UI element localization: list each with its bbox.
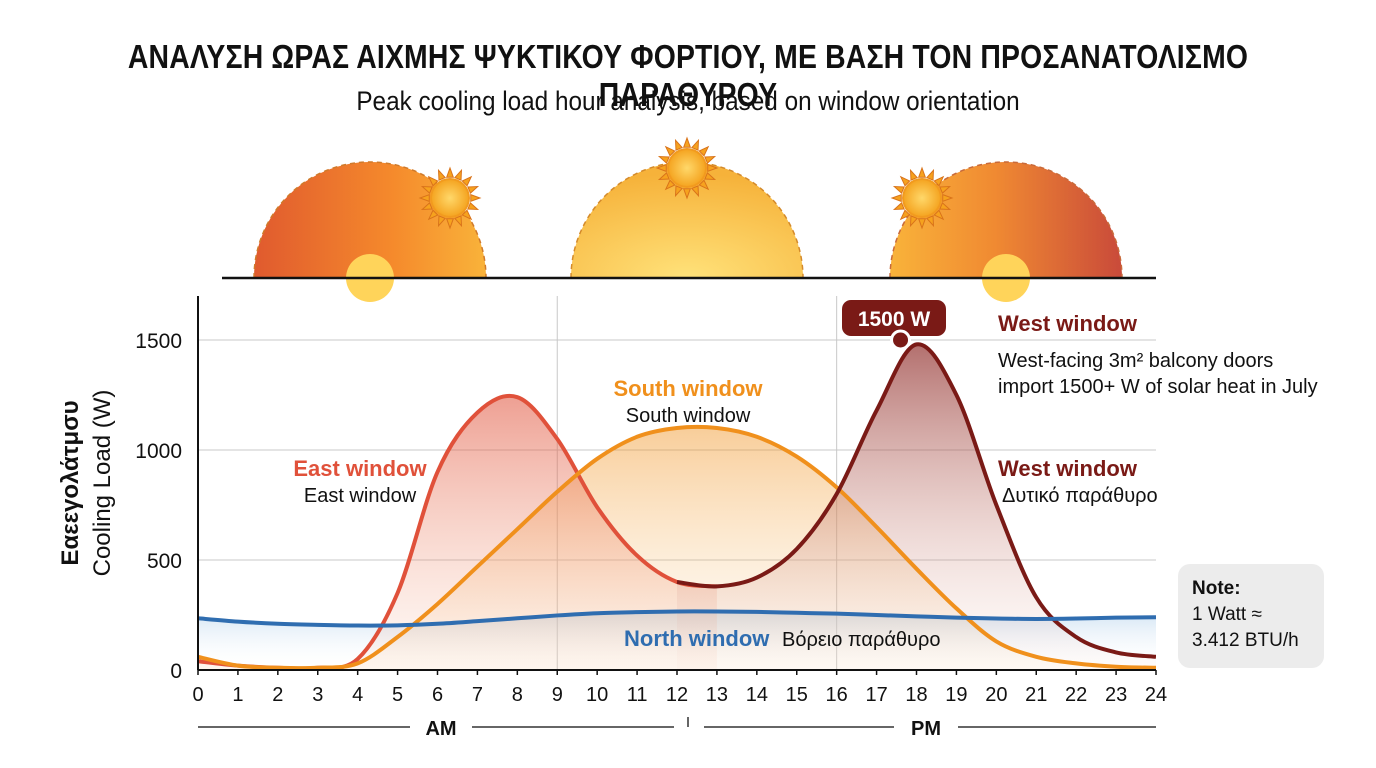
y-tick-label: 1500 (135, 330, 182, 353)
note-title: Note: (1192, 578, 1241, 599)
page-title: ΑΝΑΛΥΣΗ ΩΡΑΣ ΑΙΧΜΗΣ ΨΥΚΤΙΚΟΥ ΦΟΡΤΙΟΥ, ΜΕ… (127, 38, 1249, 113)
am-label: AM (425, 718, 456, 740)
sun-icon (890, 166, 954, 230)
x-tick-label: 4 (352, 684, 363, 706)
y-tick-label: 1000 (135, 440, 182, 463)
x-tick-labels: 0 1 2 3 4 5 6 7 8 9 10 11 12 13 14 15 16 17 18 19 20 21 22 23 24 (192, 670, 1167, 706)
pm-label: PM (911, 718, 941, 740)
x-tick-label: 14 (746, 684, 768, 706)
note-line-2: 3.412 BTU/h (1192, 630, 1299, 651)
x-tick-label: 21 (1025, 684, 1047, 706)
note-box: Note: 1 Watt ≈ 3.412 BTU/h (1178, 564, 1324, 668)
x-tick-label: 2 (272, 684, 283, 706)
x-tick-label: 24 (1145, 684, 1167, 706)
south-label: South window (613, 376, 763, 401)
peak-annotation: 1500 W (842, 300, 946, 351)
west-sun-dome (889, 161, 1123, 279)
south-window-line (198, 424, 1156, 670)
y-tick-label: 0 (170, 660, 182, 683)
east-window-area (198, 395, 717, 670)
x-tick-label: 1 (232, 684, 243, 706)
south-sun-dome (570, 161, 804, 279)
x-tick-label: 0 (192, 684, 203, 706)
west-window-area (677, 344, 1156, 670)
peak-badge (842, 300, 946, 336)
west-mid-label: West window (998, 456, 1138, 481)
x-tick-label: 11 (627, 684, 648, 706)
note-line-1: 1 Watt ≈ (1192, 604, 1262, 625)
sun-path-illustration (222, 136, 1156, 302)
x-tick-label: 20 (985, 684, 1007, 706)
south-sublabel: South window (626, 405, 751, 427)
x-tick-label: 17 (865, 684, 887, 706)
west-mid-sublabel: Δυτικό παράθυρο (1002, 485, 1158, 507)
west-window-line (676, 342, 1156, 659)
x-tick-label: 6 (432, 684, 443, 706)
north-window-line (198, 609, 1156, 628)
peak-point (890, 329, 912, 351)
am-pm-band: AM PM (198, 717, 1156, 740)
x-tick-label: 12 (666, 684, 688, 706)
x-tick-label: 13 (706, 684, 728, 706)
x-tick-label: 22 (1065, 684, 1087, 706)
x-tick-label: 3 (312, 684, 323, 706)
y-axis-title: Cooling Load (W) (89, 390, 116, 577)
east-label: East window (293, 456, 427, 481)
west-description-line-2: import 1500+ W of solar heat in July (998, 376, 1318, 398)
x-tick-label: 19 (945, 684, 967, 706)
west-top-label: West window (998, 311, 1138, 336)
x-tick-label: 9 (552, 684, 563, 706)
x-tick-label: 18 (905, 684, 927, 706)
sun-icon (418, 166, 482, 230)
sun-icon (655, 136, 719, 200)
x-tick-label: 16 (826, 684, 848, 706)
x-tick-label: 23 (1105, 684, 1127, 706)
page-subtitle: Peak cooling load hour analysis, based o… (356, 86, 1020, 116)
north-label: North window (624, 626, 770, 651)
x-tick-label: 15 (786, 684, 808, 706)
x-tick-label: 7 (472, 684, 483, 706)
y-tick-label: 500 (147, 550, 182, 573)
north-sublabel: Βόρειο παράθυρο (782, 629, 940, 651)
y-tick-labels: 0 500 1000 1500 (135, 330, 182, 683)
x-tick-label: 8 (512, 684, 523, 706)
x-tick-label: 5 (392, 684, 403, 706)
east-sublabel: East window (304, 485, 417, 507)
x-tick-label: 10 (586, 684, 608, 706)
west-description-line-1: West-facing 3m² balcony doors (998, 350, 1273, 372)
peak-badge-label: 1500 W (858, 308, 931, 331)
y-axis-title-greek: Εαεεγολάτμσυ (57, 400, 84, 565)
